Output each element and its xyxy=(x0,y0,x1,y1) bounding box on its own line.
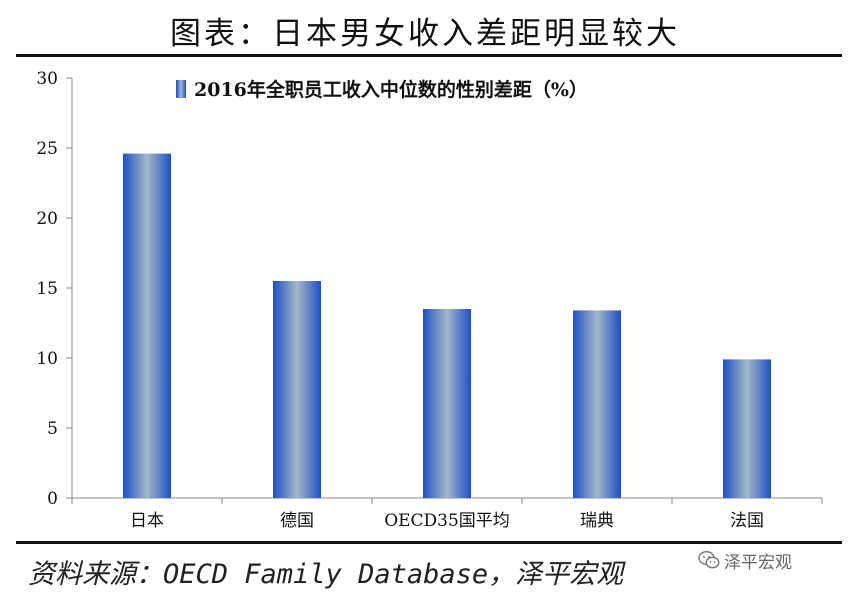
y-tick-label: 20 xyxy=(36,209,58,229)
x-tick-label: 德国 xyxy=(280,511,314,531)
x-tick-label: 法国 xyxy=(730,511,764,531)
chart-title: 图表：日本男女收入差距明显较大 xyxy=(170,16,680,52)
bar-2 xyxy=(423,309,471,498)
watermark: 泽平宏观 xyxy=(698,548,792,573)
wechat-icon xyxy=(698,550,720,569)
y-axis: 0 5 10 15 20 25 30 xyxy=(36,69,73,509)
x-tick-label: 日本 xyxy=(130,511,164,531)
chart-legend: 2016年全职员工收入中位数的性别差距（%） xyxy=(176,78,588,101)
x-tick-labels: 日本 德国 OECD35国平均 瑞典 法国 xyxy=(130,511,764,531)
y-tick-label: 15 xyxy=(36,279,58,299)
legend-label: 2016年全职员工收入中位数的性别差距（%） xyxy=(194,78,588,101)
y-tick-label: 10 xyxy=(36,349,58,369)
y-tick-label: 30 xyxy=(36,69,58,89)
y-tick-label: 25 xyxy=(36,139,58,159)
x-axis xyxy=(71,497,823,504)
x-tick-label: 瑞典 xyxy=(580,511,614,531)
bar-0 xyxy=(123,153,171,498)
bar-4 xyxy=(723,359,771,498)
bar-1 xyxy=(273,281,321,498)
source-divider xyxy=(16,541,842,544)
y-tick-label: 5 xyxy=(47,419,58,439)
watermark-text: 泽平宏观 xyxy=(724,552,792,573)
title-divider xyxy=(16,54,842,57)
y-tick-label: 0 xyxy=(47,489,58,509)
bar-3 xyxy=(573,310,621,498)
x-tick-label: OECD35国平均 xyxy=(384,511,510,531)
source-note: 资料来源：OECD Family Database，泽平宏观 xyxy=(28,559,624,590)
bar-chart: 2016年全职员工收入中位数的性别差距（%） 0 5 10 15 20 25 30 日本 德国… xyxy=(36,69,823,531)
bars xyxy=(123,153,771,498)
legend-swatch xyxy=(176,80,186,98)
